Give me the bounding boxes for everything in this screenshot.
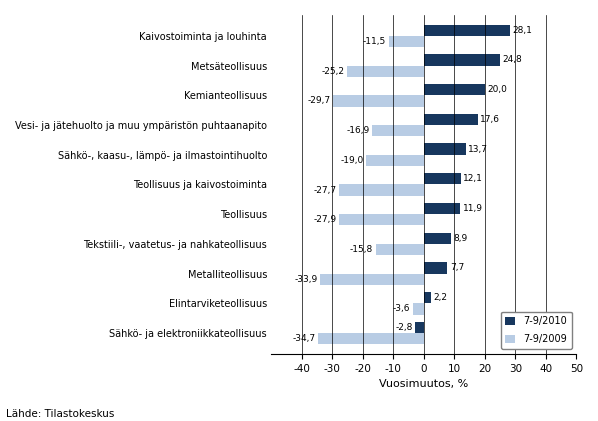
Bar bbox=[424, 114, 478, 125]
Text: 8,9: 8,9 bbox=[453, 234, 468, 243]
Bar bbox=[424, 173, 460, 184]
Text: 13,7: 13,7 bbox=[468, 144, 488, 154]
Text: 12,1: 12,1 bbox=[463, 174, 483, 183]
Bar bbox=[333, 95, 424, 107]
Text: 2,2: 2,2 bbox=[433, 293, 447, 302]
Bar bbox=[413, 304, 424, 314]
Text: 7,7: 7,7 bbox=[450, 264, 464, 272]
Text: -11,5: -11,5 bbox=[363, 37, 386, 46]
Bar bbox=[424, 24, 509, 36]
Text: -19,0: -19,0 bbox=[340, 156, 364, 165]
Text: -15,8: -15,8 bbox=[350, 245, 373, 254]
Text: -27,7: -27,7 bbox=[314, 186, 337, 195]
Bar bbox=[424, 232, 451, 244]
Text: 28,1: 28,1 bbox=[512, 26, 532, 35]
Text: -33,9: -33,9 bbox=[295, 275, 318, 284]
Bar bbox=[424, 262, 447, 274]
Bar bbox=[424, 203, 460, 214]
Bar bbox=[372, 125, 424, 136]
Text: -34,7: -34,7 bbox=[292, 334, 315, 343]
Bar bbox=[376, 244, 424, 255]
Legend: 7-9/2010, 7-9/2009: 7-9/2010, 7-9/2009 bbox=[501, 312, 572, 349]
Text: Lähde: Tilastokeskus: Lähde: Tilastokeskus bbox=[6, 409, 114, 419]
Bar bbox=[389, 36, 424, 47]
Bar bbox=[415, 322, 424, 333]
Text: 20,0: 20,0 bbox=[487, 85, 507, 94]
X-axis label: Vuosimuutos, %: Vuosimuutos, % bbox=[379, 379, 468, 389]
Bar bbox=[318, 333, 424, 344]
Bar bbox=[424, 144, 466, 155]
Text: -3,6: -3,6 bbox=[393, 304, 410, 314]
Text: -16,9: -16,9 bbox=[346, 126, 370, 135]
Bar bbox=[338, 214, 424, 226]
Bar bbox=[347, 66, 424, 77]
Text: -25,2: -25,2 bbox=[322, 67, 344, 76]
Bar bbox=[366, 155, 424, 166]
Bar bbox=[424, 84, 485, 95]
Text: -27,9: -27,9 bbox=[313, 215, 336, 224]
Text: -29,7: -29,7 bbox=[307, 96, 331, 105]
Bar bbox=[424, 292, 431, 304]
Bar bbox=[339, 184, 424, 196]
Bar bbox=[321, 274, 424, 285]
Text: -2,8: -2,8 bbox=[395, 323, 413, 332]
Bar bbox=[424, 54, 499, 66]
Text: 24,8: 24,8 bbox=[502, 56, 521, 64]
Text: 17,6: 17,6 bbox=[480, 115, 500, 124]
Text: 11,9: 11,9 bbox=[463, 204, 483, 213]
